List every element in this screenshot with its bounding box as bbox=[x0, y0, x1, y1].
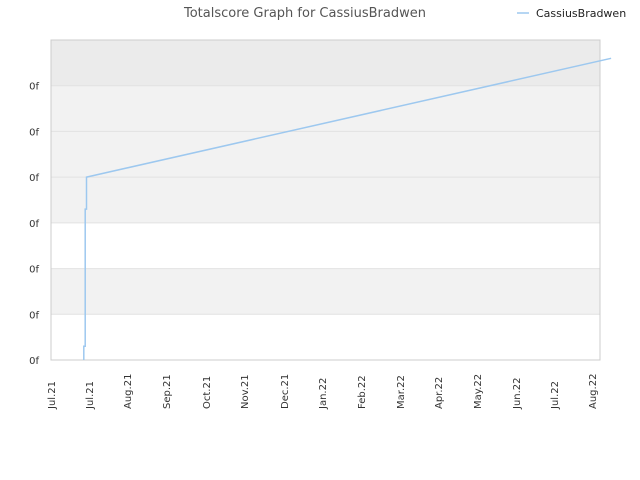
y-tick-label: 0f bbox=[29, 356, 39, 367]
y-tick-label: 0f bbox=[29, 219, 39, 230]
x-tick-label: Sep.21 bbox=[162, 374, 173, 409]
plot-band bbox=[51, 131, 600, 178]
y-tick-label: 0f bbox=[29, 82, 39, 93]
plot-band bbox=[51, 222, 600, 269]
series-line bbox=[83, 57, 612, 360]
chart-title: Totalscore Graph for CassiusBradwen bbox=[183, 6, 426, 21]
x-tick-label: Oct.21 bbox=[202, 376, 213, 409]
plot-band bbox=[51, 314, 600, 360]
plot-band bbox=[51, 177, 600, 223]
x-axis: Jul.21 Jul.21 Aug.21 Sep.21 Oct.21 Nov.21 Dec.… bbox=[47, 374, 599, 410]
x-tick-label: Apr.22 bbox=[434, 377, 445, 409]
legend: CassiusBradwen bbox=[517, 7, 626, 20]
x-tick-label: Feb.22 bbox=[357, 375, 368, 409]
plot-band bbox=[51, 268, 600, 315]
y-tick-label: 0f bbox=[29, 310, 39, 321]
plot-frame bbox=[50, 39, 601, 361]
x-tick-label: Jun.22 bbox=[512, 377, 523, 410]
plot-band bbox=[51, 40, 600, 86]
y-tick-label: 0f bbox=[29, 265, 39, 276]
y-axis: 0f 0f 0f 0f 0f 0f 0f bbox=[29, 82, 39, 367]
x-tick-label: May.22 bbox=[473, 374, 484, 409]
x-tick-label: Jul.22 bbox=[550, 381, 561, 410]
x-tick-label: Jul.21 bbox=[85, 381, 96, 410]
x-tick-label: Jan.22 bbox=[318, 378, 329, 410]
y-tick-label: 0f bbox=[29, 173, 39, 184]
gridlines bbox=[50, 39, 601, 361]
x-tick-label: Mar.22 bbox=[396, 375, 407, 409]
plot-background bbox=[51, 40, 600, 360]
x-tick-label: Nov.21 bbox=[240, 374, 251, 409]
legend-label: CassiusBradwen bbox=[536, 7, 626, 20]
y-tick-label: 0f bbox=[29, 127, 39, 138]
plot-band bbox=[51, 85, 600, 132]
series-layer bbox=[83, 57, 612, 360]
x-tick-label: Dec.21 bbox=[280, 374, 291, 409]
x-tick-label: Aug.21 bbox=[123, 374, 134, 409]
x-tick-label: Jul.21 bbox=[47, 381, 58, 410]
x-tick-label: Aug.22 bbox=[588, 374, 599, 409]
